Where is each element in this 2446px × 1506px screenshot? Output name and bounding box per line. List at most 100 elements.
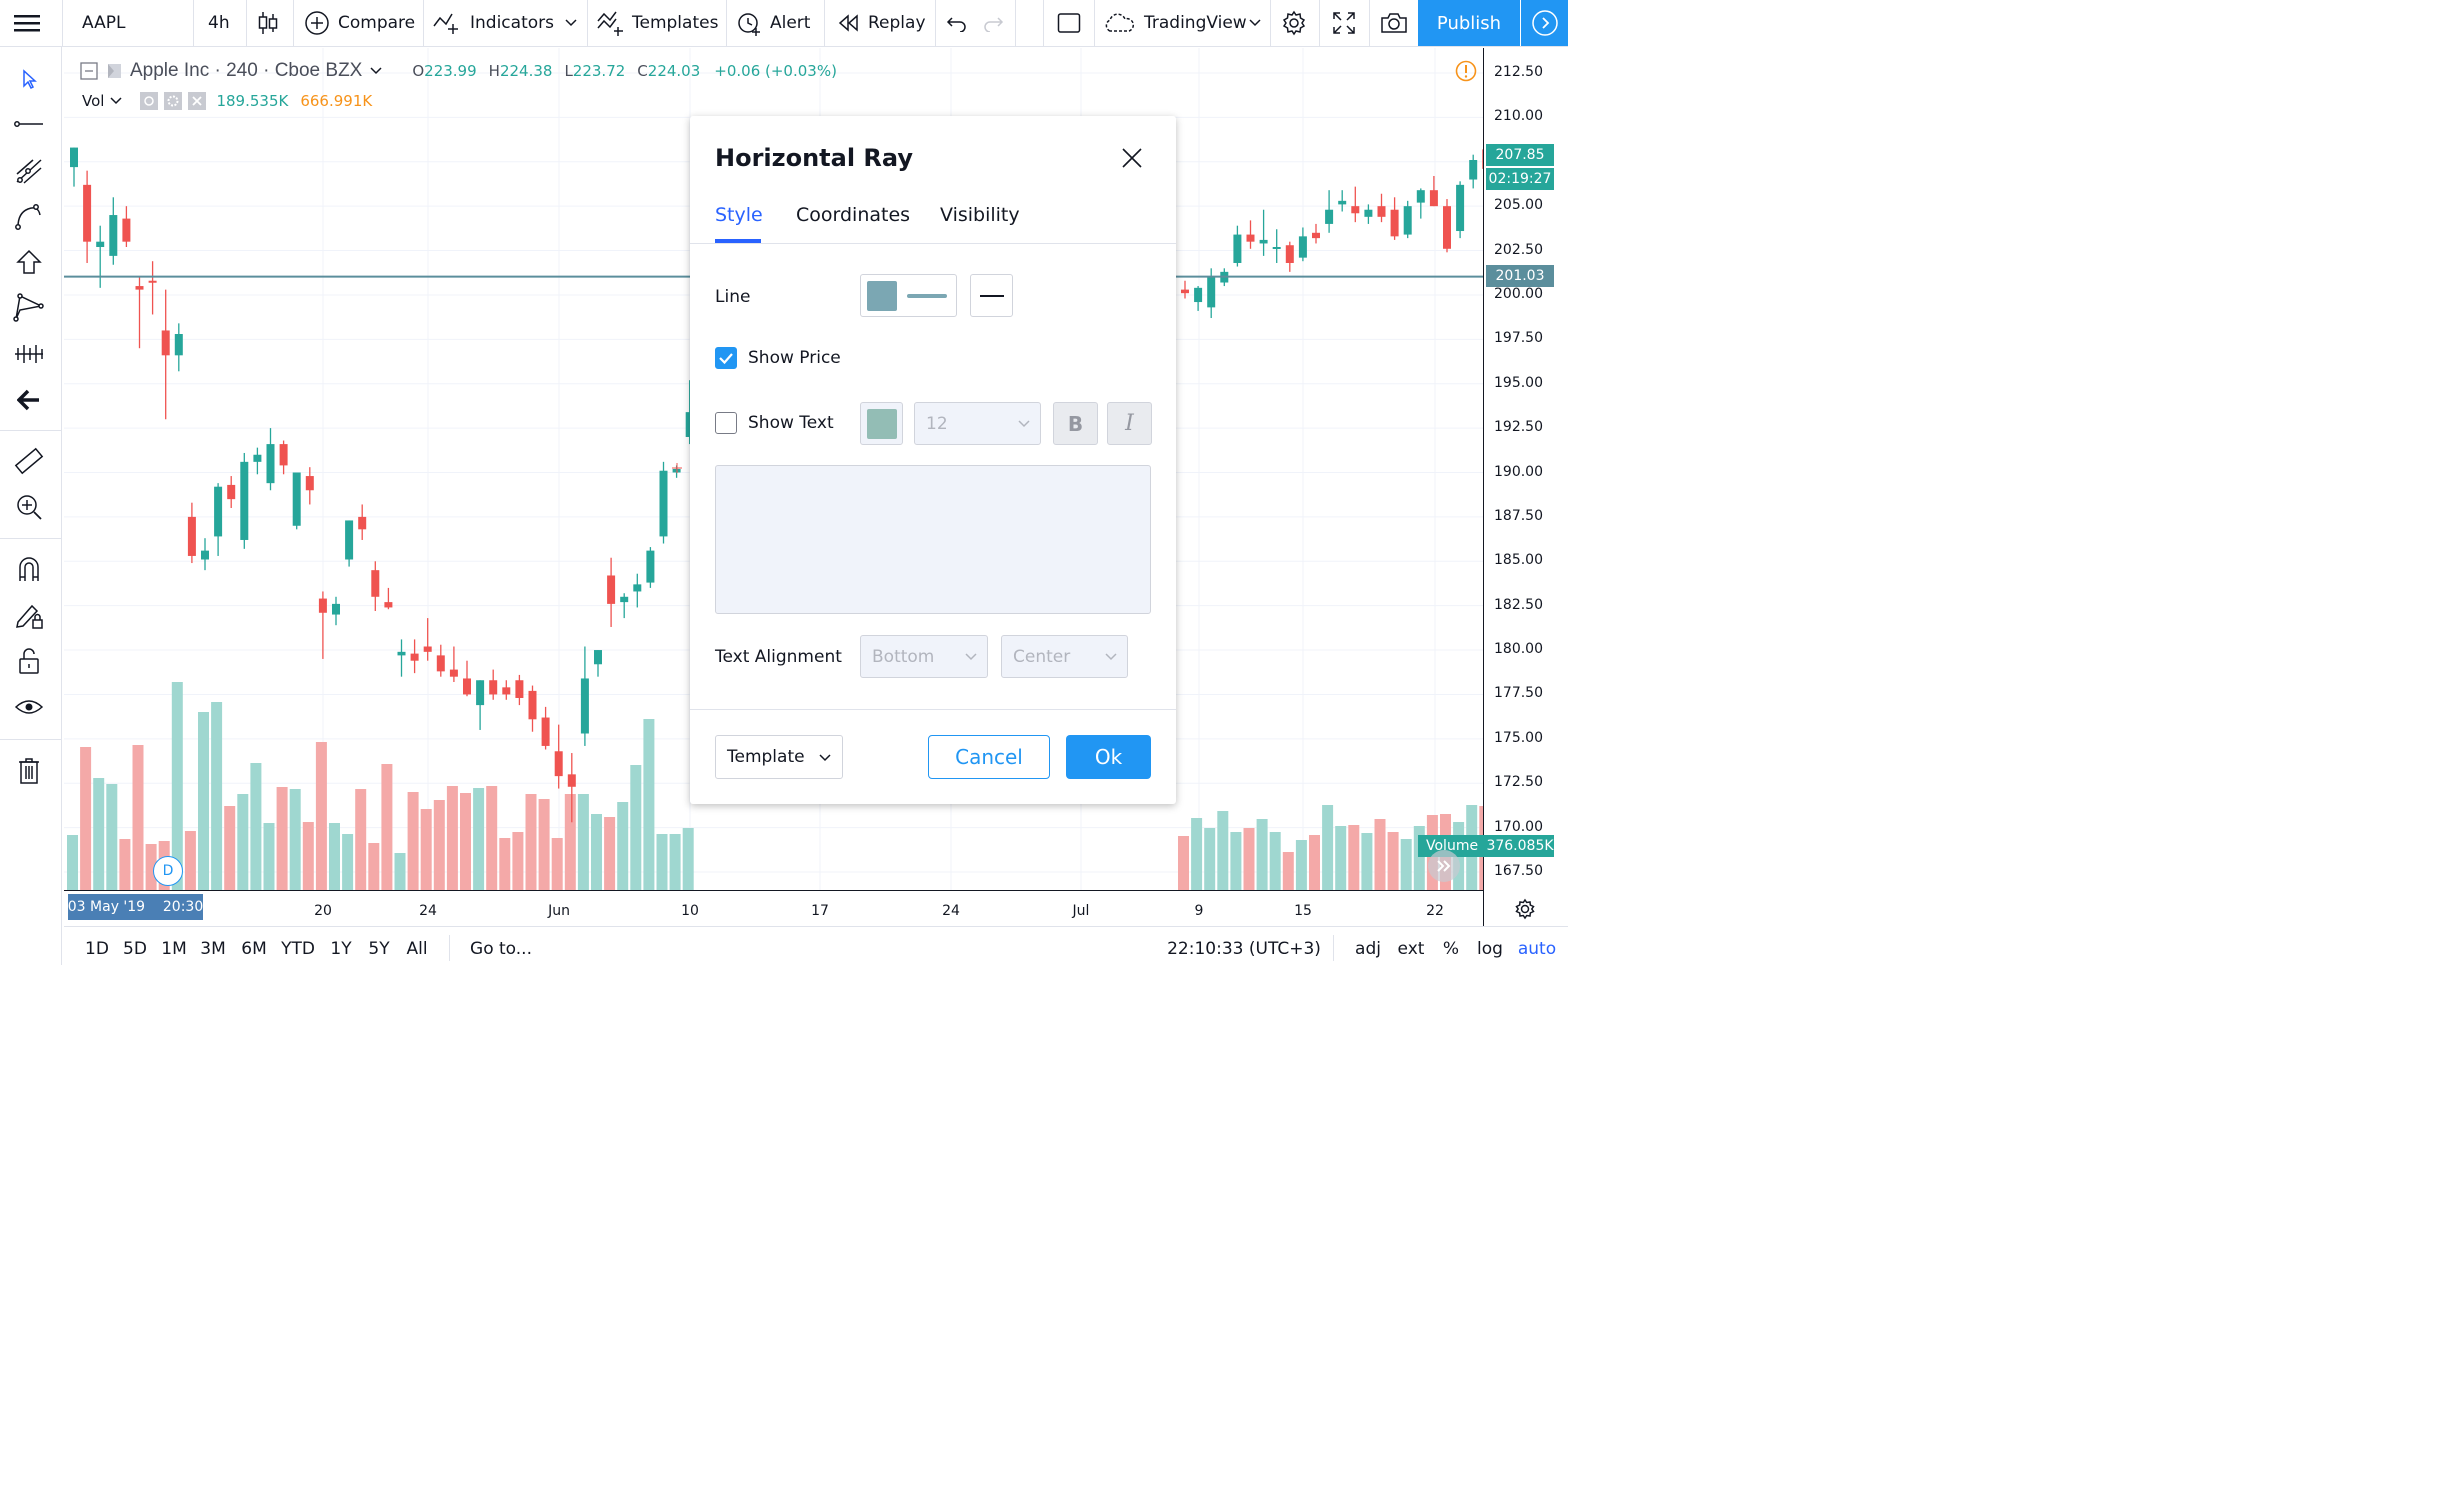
lock-drawing-tool[interactable] (11, 599, 47, 631)
adjust-toggle[interactable]: adj (1355, 939, 1381, 959)
show-price-checkbox[interactable] (715, 347, 737, 369)
bold-toggle[interactable]: B (1053, 402, 1098, 445)
remove-drawings-tool[interactable] (11, 755, 47, 787)
indicators-button[interactable]: Indicators (432, 0, 554, 46)
chevron-down-icon[interactable] (110, 96, 122, 106)
volume-bar (656, 834, 668, 890)
chart-type-button[interactable] (257, 0, 279, 46)
settings-small-icon[interactable] (164, 92, 183, 110)
extended-hours-toggle[interactable]: ext (1397, 939, 1425, 959)
font-size-select[interactable]: 12 (914, 402, 1041, 445)
candle (1298, 236, 1307, 258)
auto-scale-toggle[interactable]: auto (1517, 939, 1557, 959)
range-button-all[interactable]: All (406, 939, 428, 959)
volume-bar (551, 838, 563, 890)
hide-toolbar-button[interactable] (11, 384, 47, 416)
range-button-3m[interactable]: 3M (200, 939, 226, 959)
candle (646, 550, 655, 583)
dividend-badge[interactable]: D (153, 856, 183, 886)
log-toggle[interactable]: log (1477, 939, 1503, 959)
text-color-picker[interactable] (860, 402, 903, 445)
pattern-tool[interactable] (11, 291, 47, 323)
templates-button[interactable]: Templates (596, 0, 718, 46)
horizontal-alignment-select[interactable]: Center (1001, 635, 1128, 678)
data-warning-button[interactable] (1455, 60, 1477, 86)
show-text-checkbox[interactable] (715, 412, 737, 434)
candle (70, 147, 78, 168)
cancel-button[interactable]: Cancel (928, 735, 1050, 779)
alert-button[interactable]: Alert (736, 0, 810, 46)
layout-name-button[interactable]: TradingView (1102, 0, 1247, 46)
tab-style[interactable]: Style (715, 204, 763, 226)
trend-line-tool[interactable] (11, 108, 47, 140)
settings-button[interactable] (1281, 0, 1307, 46)
range-button-1d[interactable]: 1D (85, 939, 109, 959)
redo-button[interactable] (982, 0, 1004, 46)
zoom-tool[interactable] (11, 491, 47, 523)
vertical-alignment-select[interactable]: Bottom (860, 635, 988, 678)
cursor-tool[interactable] (11, 63, 47, 95)
hide-drawings-tool[interactable] (11, 691, 47, 723)
replay-button[interactable]: Replay (838, 0, 926, 46)
compare-button[interactable]: Compare (304, 0, 415, 46)
pitchfork-tool[interactable] (11, 155, 47, 187)
candle (580, 678, 589, 734)
italic-toggle[interactable]: I (1107, 402, 1152, 445)
percent-toggle[interactable]: % (1442, 939, 1460, 959)
measure-tool[interactable] (11, 445, 47, 477)
scroll-to-realtime-button[interactable] (1428, 850, 1460, 882)
visibility-icon[interactable] (140, 92, 159, 110)
range-button-5y[interactable]: 5Y (368, 939, 390, 959)
range-button-1m[interactable]: 1M (161, 939, 187, 959)
close-button[interactable] (1120, 146, 1144, 174)
candle (476, 680, 485, 706)
prediction-tool[interactable] (11, 338, 47, 370)
fullscreen-button[interactable] (1332, 0, 1356, 46)
layout-name-label: TradingView (1144, 13, 1247, 33)
magnet-tool[interactable] (11, 553, 47, 585)
axis-settings-button[interactable] (1514, 898, 1536, 924)
screenshot-button[interactable] (1380, 0, 1408, 46)
volume-bar (329, 823, 340, 890)
range-button-1y[interactable]: 1Y (330, 939, 352, 959)
goto-button[interactable]: Go to... (470, 939, 532, 959)
volume-legend-title[interactable]: Vol (82, 92, 105, 110)
template-dropdown[interactable]: Template (715, 735, 843, 779)
undo-button[interactable] (946, 0, 968, 46)
arrow-tool[interactable] (11, 246, 47, 278)
range-button-ytd[interactable]: YTD (281, 939, 315, 959)
volume-bar (525, 794, 537, 890)
range-button-6m[interactable]: 6M (241, 939, 267, 959)
interval-button[interactable]: 4h (208, 0, 230, 46)
timezone-button[interactable]: 22:10:33 (UTC+3) (1167, 939, 1321, 959)
volume-bar (276, 787, 288, 890)
text-alignment-label: Text Alignment (715, 647, 842, 667)
publish-menu-button[interactable] (1521, 0, 1568, 46)
show-text-label[interactable]: Show Text (748, 413, 834, 433)
chevron-down-icon[interactable] (370, 66, 382, 76)
volume-bar (224, 806, 236, 890)
remove-small-icon[interactable] (188, 92, 207, 110)
symbol-search-button[interactable]: AAPL (82, 0, 125, 46)
tab-visibility[interactable]: Visibility (940, 204, 1020, 226)
show-price-label[interactable]: Show Price (748, 348, 841, 368)
indicators-dropdown[interactable] (564, 0, 578, 46)
chart-canvas[interactable] (64, 48, 1484, 891)
brush-tool[interactable] (11, 200, 47, 232)
templates-icon (597, 11, 623, 36)
publish-button[interactable]: Publish (1418, 0, 1520, 46)
layout-button[interactable] (1057, 0, 1081, 46)
ok-button[interactable]: Ok (1066, 735, 1151, 779)
candle (528, 690, 537, 720)
menu-button[interactable] (14, 0, 40, 46)
collapse-legend-icon[interactable] (80, 62, 98, 80)
layout-dropdown[interactable] (1248, 0, 1262, 46)
symbol-title[interactable]: Apple Inc · 240 · Cboe BZX (130, 60, 363, 81)
volume-bar (263, 823, 275, 890)
line-color-picker[interactable] (860, 274, 957, 317)
lock-all-tool[interactable] (11, 645, 47, 677)
range-button-5d[interactable]: 5D (123, 939, 147, 959)
tab-coordinates[interactable]: Coordinates (796, 204, 911, 226)
line-style-picker[interactable] (970, 274, 1013, 317)
text-input-area[interactable] (715, 465, 1151, 614)
